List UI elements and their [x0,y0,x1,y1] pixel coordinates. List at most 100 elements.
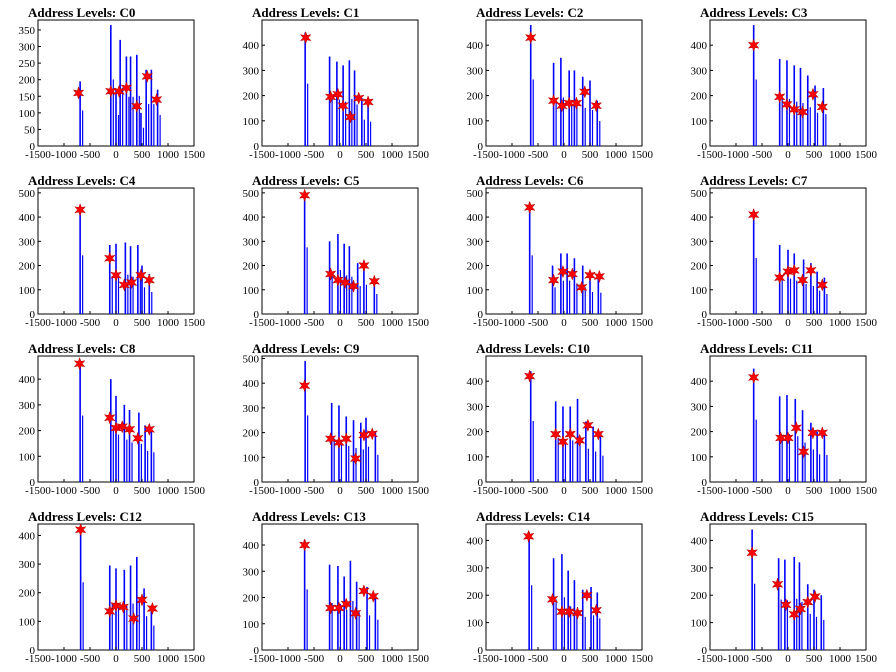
peak-marker-5 [136,593,148,607]
peak-marker-6 [368,274,381,289]
x-tick-label: 0 [561,653,567,665]
peak-marker-2 [557,264,569,279]
x-tick-label: 0 [337,653,343,665]
x-tick-label: -1500 [25,485,51,497]
x-tick-label: -1500 [25,317,51,329]
peak-marker-0 [299,30,312,45]
peak-marker-4 [794,602,807,616]
y-tick-label: 200 [243,261,260,273]
peak-marker-3 [120,81,133,95]
x-tick-label: -500 [528,149,549,161]
x-tick-label: -1000 [275,653,301,665]
x-tick-label: 1000 [829,653,852,665]
x-tick-label: 500 [358,317,375,329]
peak-marker-0 [746,545,758,560]
peak-marker-6 [362,95,374,109]
peak-marker-6 [590,98,603,113]
x-tick-label: -500 [304,149,325,161]
subplot-6: Address Levels: C6-1500 -1000 -500 0 500 1000… [467,173,654,329]
peak-marker-4 [344,110,357,124]
y-tick-label: 100 [467,452,484,464]
y-tick-label: 300 [243,566,260,578]
x-tick-label: 500 [134,149,151,161]
peak-marker-1 [324,601,337,615]
x-tick-label: -1500 [25,149,51,161]
peak-marker-6 [143,273,156,287]
axes-frame [261,19,419,147]
x-tick-label: -1000 [51,149,77,161]
y-tick-label: 400 [691,376,708,388]
y-tick-label: 200 [243,428,260,440]
peak-marker-1 [546,592,559,607]
y-tick-label: 200 [467,261,484,273]
peak-marker-3 [788,263,801,278]
peak-marker-2 [332,87,344,102]
peak-marker-3 [790,421,803,435]
peak-marker-2 [333,601,345,615]
x-tick-label: -1000 [51,485,77,497]
y-tick-label: 0 [254,477,260,489]
x-tick-label: -1500 [697,653,723,665]
y-tick-label: 300 [467,401,484,413]
x-tick-label: 1000 [157,653,180,665]
y-tick-label: 400 [243,540,260,552]
y-tick-label: 500 [19,188,36,200]
peak-marker-5 [582,418,594,433]
peak-marker-0 [523,200,536,215]
peak-marker-4 [125,275,138,290]
peak-marker-3 [566,267,579,281]
subplot-13: Address Levels: C13 -1500 -1000 -500 0 500 100… [243,509,430,665]
y-tick-label: 0 [702,477,708,489]
peak-marker-5 [358,258,370,273]
y-tick-label: 0 [254,309,260,321]
x-tick-label: -1000 [275,317,301,329]
x-tick-label: 0 [785,317,791,329]
y-tick-label: 400 [467,376,484,388]
chart-title: Address Levels: C9 [252,341,360,356]
chart-title: Address Levels: C5 [252,173,360,188]
peak-marker-5 [805,263,817,278]
x-tick-label: 1500 [855,485,878,497]
y-tick-label: 300 [243,236,260,248]
x-tick-label: -500 [80,653,101,665]
peak-marker-5 [584,268,596,282]
y-tick-label: 0 [478,309,484,321]
x-tick-label: -500 [80,317,101,329]
x-tick-label: 0 [337,317,343,329]
x-tick-label: 0 [113,317,119,329]
peak-marker-0 [74,522,87,537]
x-tick-label: 1500 [855,317,878,329]
peak-marker-6 [366,427,379,441]
peak-marker-4 [349,451,362,466]
peak-marker-6 [592,427,605,441]
y-tick-label: 100 [691,116,708,128]
y-tick-label: 200 [691,91,708,103]
x-tick-label: -1000 [275,149,301,161]
y-tick-label: 300 [19,559,36,571]
y-tick-label: 400 [467,40,484,52]
peak-marker-5 [131,431,144,446]
x-tick-label: 1500 [183,317,206,329]
peak-marker-6 [146,601,159,616]
x-tick-label: -500 [80,485,101,497]
x-tick-label: -500 [304,653,325,665]
y-tick-label: 100 [243,619,260,631]
x-tick-label: 0 [561,485,567,497]
y-tick-label: 100 [19,451,36,463]
x-tick-label: 1000 [829,485,852,497]
peak-marker-1 [547,273,560,287]
x-tick-label: 500 [582,485,599,497]
x-tick-label: -500 [304,485,325,497]
y-tick-label: 350 [19,25,36,37]
subplot-2: Address Levels: C2-1500 -1000 -500 0 500 1000… [467,5,654,161]
y-tick-label: 300 [691,236,708,248]
y-tick-label: 400 [467,212,484,224]
peak-marker-0 [298,378,311,393]
peak-marker-1 [103,251,116,266]
y-tick-label: 100 [19,616,36,628]
x-tick-label: 1000 [381,485,404,497]
y-tick-label: 500 [243,188,260,200]
y-tick-label: 300 [467,236,484,248]
y-tick-label: 100 [243,452,260,464]
